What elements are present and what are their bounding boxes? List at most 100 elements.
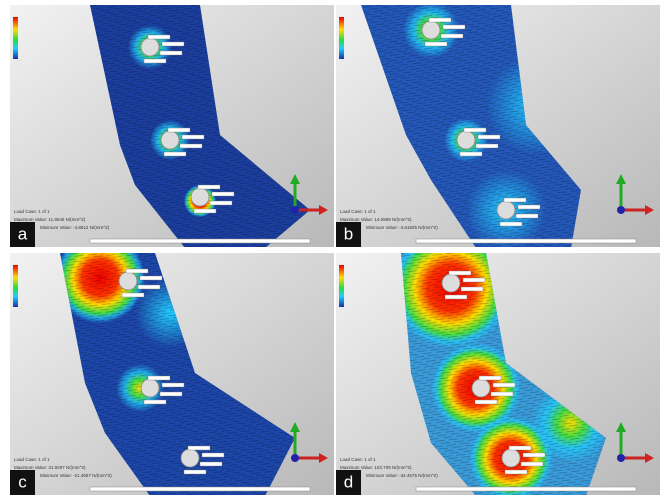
panel-label-box <box>336 470 361 495</box>
axis-x-head <box>645 205 654 215</box>
probe-label <box>478 375 502 381</box>
color-legend <box>13 17 18 59</box>
probe-label <box>520 461 544 467</box>
probe-label <box>460 286 484 292</box>
probe-label <box>197 184 221 190</box>
panel-label-box <box>10 470 35 495</box>
axis-y-head <box>616 174 626 184</box>
screw-hole <box>180 448 200 468</box>
scale-bar <box>415 238 637 244</box>
panel-label: c <box>18 472 27 491</box>
probe-label <box>121 292 145 298</box>
probe-label <box>508 445 532 451</box>
panel: Load Case: 1 of 1 Maximum Value: 11.8645 … <box>10 5 334 247</box>
axis-x-head <box>645 453 654 463</box>
probe-label <box>499 221 523 227</box>
panel: Load Case: 1 of 1 Maximum Value: 103.709 … <box>336 253 660 495</box>
screw-hole <box>471 378 491 398</box>
probe-label <box>201 452 225 458</box>
probe-label <box>181 134 205 140</box>
color-legend <box>339 17 344 59</box>
probe-label <box>211 191 235 197</box>
probe-label <box>193 208 217 214</box>
probe-label <box>161 41 185 47</box>
min-value: Minimum Value: -21.4697 N/(mm^2) <box>40 473 112 478</box>
probe-label <box>159 391 183 397</box>
axis-z <box>291 454 299 462</box>
screw-hole <box>118 271 138 291</box>
probe-label <box>503 197 527 203</box>
min-value: Minimum Value: -4.8612 N/(mm^2) <box>40 225 110 230</box>
probe-label <box>475 143 499 149</box>
scale-bar <box>89 238 311 244</box>
max-value: Maximum Value: 31.9297 N/(mm^2) <box>14 465 86 470</box>
probe-label <box>474 399 498 405</box>
probe-label <box>143 399 167 405</box>
panel: Load Case: 1 of 1 Maximum Value: 31.9297 … <box>10 253 334 495</box>
min-value: Minimum Value: -4.61505 N/(mm^2) <box>366 225 438 230</box>
probe-label <box>522 452 546 458</box>
panel-content: Load Case: 1 of 1 Maximum Value: 31.9297 … <box>10 253 334 495</box>
probe-label <box>183 469 207 475</box>
scale-bar <box>415 486 637 492</box>
screw-hole <box>140 37 160 57</box>
axis-y-head <box>290 174 300 184</box>
probe-label <box>492 382 516 388</box>
color-legend <box>339 265 344 307</box>
probe-label <box>199 461 223 467</box>
probe-label <box>428 17 452 23</box>
screw-hole <box>140 378 160 398</box>
load-case: Load Case: 1 of 1 <box>340 457 376 462</box>
panel-label: d <box>344 472 353 491</box>
probe-label <box>179 143 203 149</box>
axis-x-head <box>319 205 328 215</box>
max-value: Maximum Value: 14.0999 N/(mm^2) <box>340 217 412 222</box>
axis-x-head <box>319 453 328 463</box>
screw-hole <box>421 20 441 40</box>
axis-y-head <box>616 422 626 432</box>
probe-label <box>167 127 191 133</box>
probe-label <box>463 127 487 133</box>
probe-label <box>187 445 211 451</box>
probe-label <box>137 284 161 290</box>
axis-z <box>617 206 625 214</box>
probe-label <box>440 33 464 39</box>
panel-content: Load Case: 1 of 1 Maximum Value: 11.8645 … <box>10 5 334 247</box>
probe-label <box>161 382 185 388</box>
panel-label-box <box>336 222 361 247</box>
max-value: Maximum Value: 103.709 N/(mm^2) <box>340 465 412 470</box>
panel-label-box <box>10 222 35 247</box>
probe-label <box>444 294 468 300</box>
screw-hole <box>441 273 461 293</box>
probe-label <box>125 268 149 274</box>
screw-hole <box>496 200 516 220</box>
screw-hole <box>456 130 476 150</box>
panel-content: Load Case: 1 of 1 Maximum Value: 14.0999 … <box>336 5 660 247</box>
probe-label <box>147 34 171 40</box>
screw-hole <box>160 130 180 150</box>
probe-label <box>504 469 528 475</box>
probe-label <box>424 41 448 47</box>
max-value: Maximum Value: 11.8645 N/(mm^2) <box>14 217 86 222</box>
probe-label <box>459 151 483 157</box>
min-value: Minimum Value: -34.4675 N/(mm^2) <box>366 473 438 478</box>
probe-label <box>143 58 167 64</box>
panel-content: Load Case: 1 of 1 Maximum Value: 103.709 … <box>336 253 660 495</box>
load-case: Load Case: 1 of 1 <box>14 457 50 462</box>
load-case: Load Case: 1 of 1 <box>340 209 376 214</box>
color-legend <box>13 265 18 307</box>
screw-hole <box>190 187 210 207</box>
load-case: Load Case: 1 of 1 <box>14 209 50 214</box>
probe-label <box>462 277 486 283</box>
probe-label <box>163 151 187 157</box>
panel-label: a <box>18 224 28 243</box>
probe-label <box>442 24 466 30</box>
probe-label <box>139 275 163 281</box>
probe-label <box>159 50 183 56</box>
probe-label <box>448 270 472 276</box>
panel-label: b <box>344 224 353 243</box>
axis-y-head <box>290 422 300 432</box>
panel: Load Case: 1 of 1 Maximum Value: 14.0999 … <box>336 5 660 247</box>
probe-label <box>147 375 171 381</box>
